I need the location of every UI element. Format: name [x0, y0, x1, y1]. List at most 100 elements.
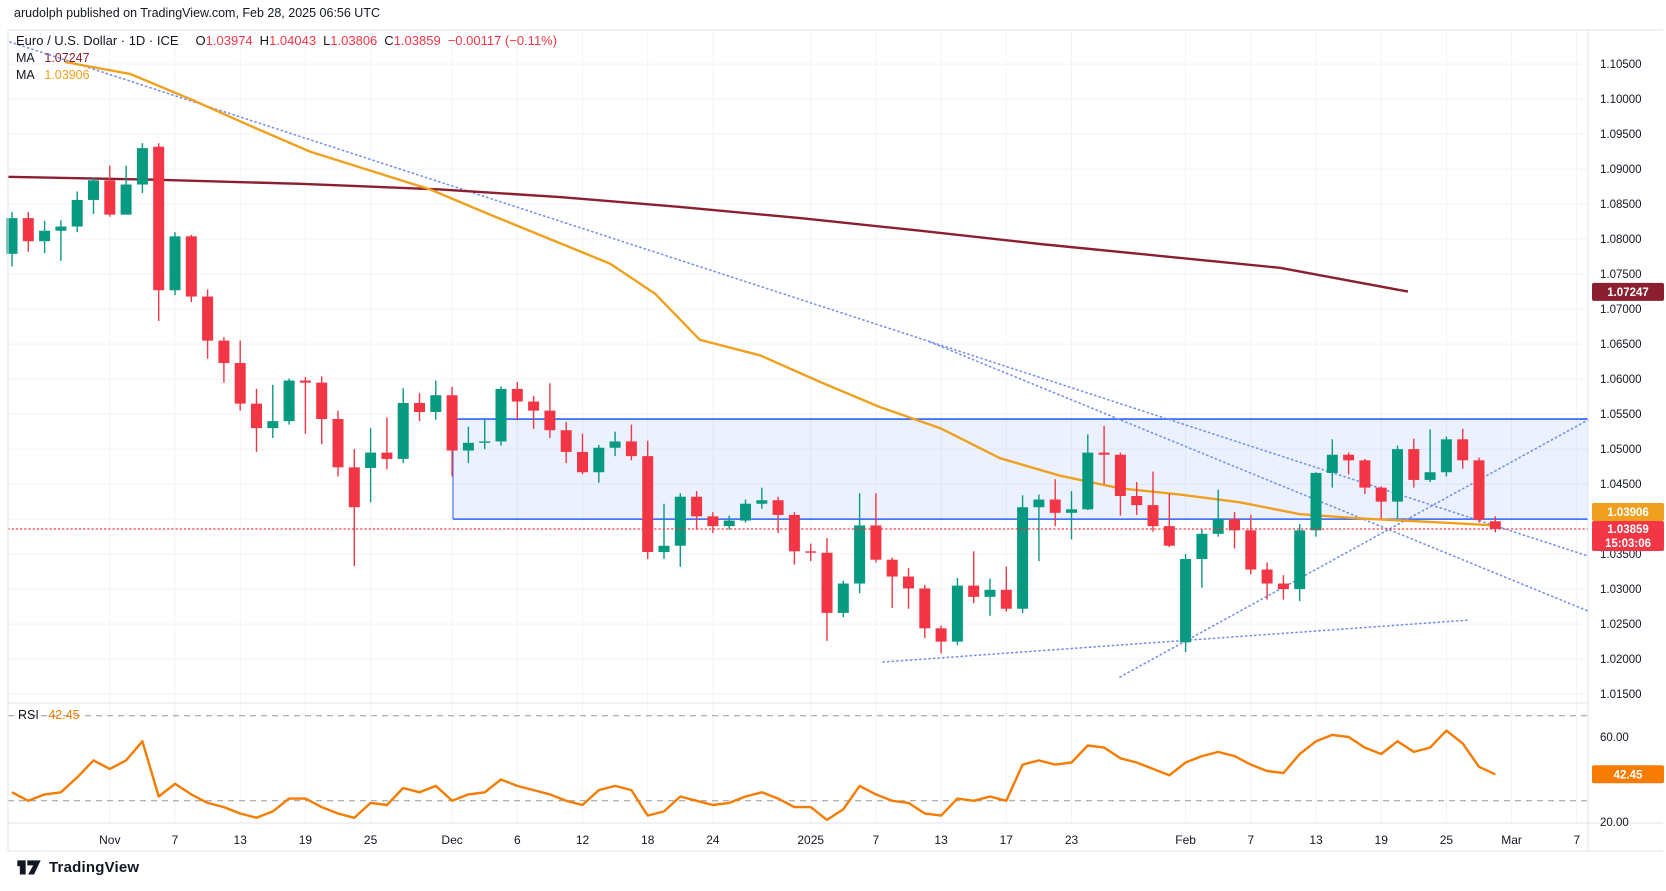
candle[interactable] — [462, 426, 474, 464]
candle[interactable] — [1066, 491, 1077, 540]
candle[interactable] — [1424, 429, 1436, 483]
ascending-trendline-steep[interactable] — [1119, 419, 1589, 678]
candle[interactable] — [560, 421, 572, 464]
candle[interactable] — [1147, 471, 1159, 532]
candle[interactable] — [414, 393, 425, 422]
time-scale[interactable]: Nov 7 13 19 25 Dec 6 12 18 24 2025 7 13 17 23 Feb 7 13 19 2… — [99, 833, 1580, 847]
candle[interactable] — [299, 377, 311, 434]
candle[interactable] — [365, 428, 377, 503]
price-scale[interactable]: 1.10500 1.10000 1.09500 1.09000 1.08500 1.080… — [1592, 59, 1664, 829]
candle[interactable] — [39, 220, 51, 254]
candle[interactable] — [1489, 516, 1501, 533]
candle[interactable] — [1457, 428, 1469, 469]
candle[interactable] — [1375, 486, 1387, 519]
ma200-line[interactable] — [7, 175, 1409, 293]
candle[interactable] — [1245, 514, 1257, 575]
candle[interactable] — [544, 383, 556, 438]
candle[interactable] — [1294, 524, 1306, 602]
symbol-row[interactable]: Euro / U.S. Dollar · 1D · ICE O1.03974 H1.… — [16, 33, 557, 49]
candle[interactable] — [1163, 493, 1175, 548]
candle[interactable] — [1440, 436, 1452, 477]
candle[interactable] — [88, 177, 99, 214]
candlestick-series[interactable] — [6, 143, 1501, 654]
candle[interactable] — [1473, 457, 1485, 523]
candle[interactable] — [740, 499, 751, 523]
candle[interactable] — [919, 584, 931, 639]
candle[interactable] — [805, 543, 817, 562]
candle[interactable] — [316, 376, 328, 445]
candle[interactable] — [658, 503, 670, 560]
candle[interactable] — [968, 551, 980, 604]
candle[interactable] — [479, 418, 491, 450]
candle[interactable] — [593, 444, 605, 483]
candle[interactable] — [55, 220, 67, 261]
candle[interactable] — [71, 191, 83, 233]
ascending-trendline-shallow[interactable] — [882, 619, 1471, 663]
candle[interactable] — [381, 417, 393, 470]
candle[interactable] — [1196, 528, 1208, 588]
candle[interactable] — [756, 487, 768, 509]
candle[interactable] — [6, 211, 18, 267]
descending-trendline-short[interactable] — [929, 341, 1589, 612]
candle[interactable] — [528, 395, 540, 429]
candle[interactable] — [691, 491, 703, 530]
candle[interactable] — [788, 512, 800, 565]
candle[interactable] — [251, 388, 262, 452]
candle[interactable] — [234, 340, 246, 411]
candle[interactable] — [642, 440, 654, 560]
candle[interactable] — [283, 378, 295, 425]
candle[interactable] — [153, 143, 165, 322]
candle[interactable] — [1408, 438, 1420, 488]
tradingview-logo-icon[interactable] — [16, 857, 42, 877]
candle[interactable] — [837, 580, 849, 618]
ma200-legend-row[interactable]: MA 1.07247 — [16, 50, 557, 66]
candle[interactable] — [1114, 452, 1126, 516]
candle[interactable] — [104, 165, 116, 217]
candle[interactable] — [136, 143, 148, 193]
candle[interactable] — [1082, 434, 1094, 511]
candle[interactable] — [609, 431, 621, 457]
candle[interactable] — [169, 232, 181, 296]
candle[interactable] — [397, 388, 409, 464]
candle[interactable] — [984, 578, 996, 616]
candle[interactable] — [1326, 439, 1338, 488]
rsi-line[interactable] — [11, 729, 1496, 822]
candle[interactable] — [821, 538, 833, 641]
candle[interactable] — [218, 337, 230, 383]
candle[interactable] — [185, 234, 197, 303]
candle[interactable] — [120, 165, 132, 215]
rsi-legend-row[interactable]: RSI 42.45 — [18, 708, 80, 722]
candle[interactable] — [511, 381, 523, 421]
candle[interactable] — [886, 557, 898, 609]
candle[interactable] — [1343, 452, 1355, 475]
candle[interactable] — [674, 493, 686, 567]
candle[interactable] — [951, 577, 963, 646]
candle[interactable] — [772, 496, 784, 534]
candle[interactable] — [1098, 426, 1110, 485]
candle[interactable] — [1000, 566, 1012, 612]
ma50-line[interactable] — [64, 60, 1497, 527]
candle[interactable] — [1359, 458, 1371, 494]
candle[interactable] — [1017, 495, 1029, 613]
candle[interactable] — [1261, 562, 1273, 600]
candle[interactable] — [446, 386, 458, 477]
candle[interactable] — [1277, 575, 1289, 600]
candle[interactable] — [854, 493, 866, 594]
candle[interactable] — [1131, 482, 1143, 515]
candle[interactable] — [348, 449, 360, 567]
candle[interactable] — [577, 433, 588, 475]
candle[interactable] — [935, 625, 947, 654]
candle[interactable] — [267, 384, 279, 438]
candle[interactable] — [332, 410, 344, 477]
candle[interactable] — [430, 380, 442, 420]
candle[interactable] — [1392, 445, 1403, 519]
candle[interactable] — [870, 493, 882, 563]
candle[interactable] — [625, 424, 637, 461]
candle[interactable] — [707, 512, 719, 534]
candle[interactable] — [1310, 472, 1322, 537]
candle[interactable] — [1180, 554, 1192, 653]
candle[interactable] — [202, 289, 214, 359]
ma50-legend-row[interactable]: MA 1.03906 — [16, 67, 557, 83]
candle[interactable] — [1229, 512, 1240, 549]
